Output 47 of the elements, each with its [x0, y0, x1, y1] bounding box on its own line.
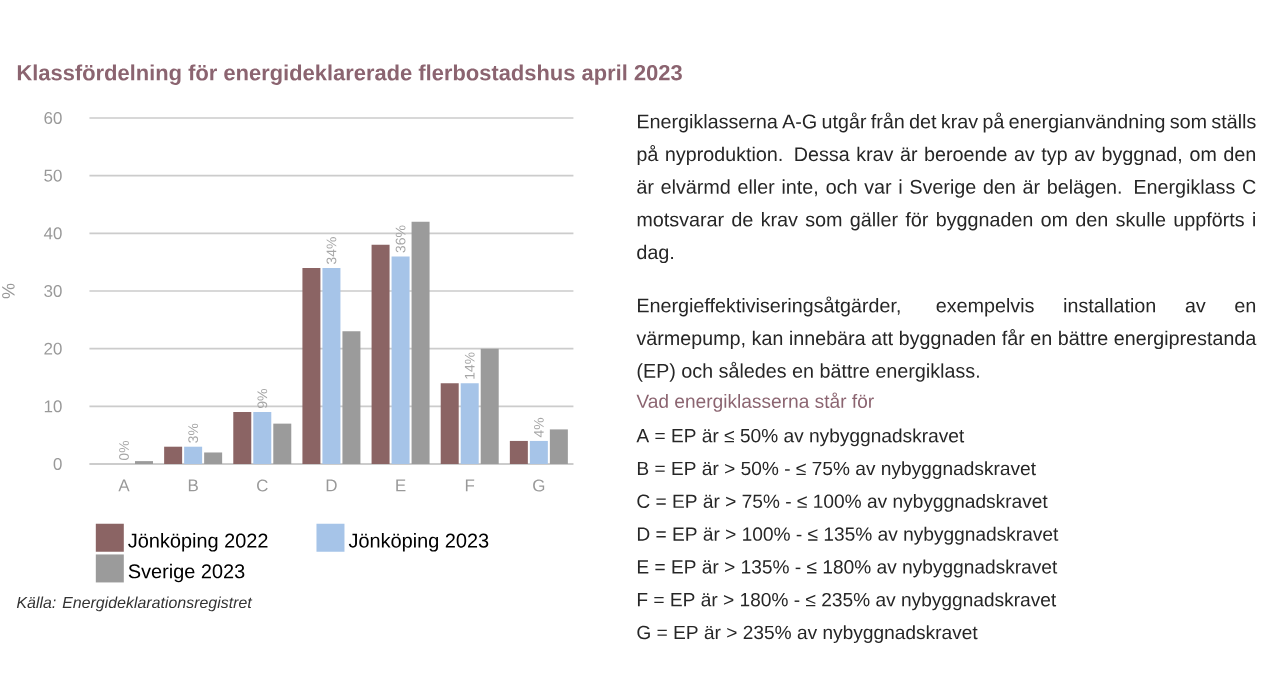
bar — [509, 440, 528, 464]
bar — [273, 423, 292, 464]
y-axis-title: % — [2, 283, 15, 299]
text: A = EP är ≤ 50% av nybyggnadskravet — [636, 428, 965, 447]
text: G = EP är > 235% av nybyggnadskravet — [637, 625, 978, 644]
x-tick-label: F — [465, 479, 475, 492]
bar — [253, 412, 272, 464]
text: D = EP är > 100% - ≤ 135% av nybyggnadskravet — [637, 526, 1059, 545]
bar — [549, 429, 568, 464]
bar — [529, 440, 548, 464]
bar — [440, 383, 459, 464]
legend-label: Sverige 2023 — [128, 563, 245, 583]
bar — [322, 267, 341, 464]
legend-label: Jönköping 2022 — [128, 533, 268, 552]
bar — [371, 244, 390, 464]
text: Vad energiklasserna står för — [636, 392, 874, 412]
x-tick-label: E — [396, 479, 406, 492]
text: B = EP är > 50% - ≤ 75% av nybyggnadskravet — [637, 461, 1036, 480]
y-tick-label: 10 — [44, 400, 62, 413]
y-tick-label: 20 — [44, 342, 62, 355]
legend-label: Jönköping 2023 — [348, 533, 489, 552]
bar — [480, 348, 499, 464]
bar — [233, 412, 252, 464]
y-tick-label: 0 — [53, 458, 62, 470]
text: Energiklasserna A-G utgår från det krav på energianvändning som ställs på nyproduktion. Dessa krav är beroende av typ av byggnad, om den är elvärmd eller inte, och var i Sverige den är belägen. Energiklass C motsvarar de krav som gäller för byggnaden om den skulle uppförts i dag. — [637, 112, 1256, 264]
bar — [204, 452, 223, 464]
x-tick-label: C — [257, 479, 268, 492]
text: C = EP är > 75% - ≤ 100% av nybyggnadskravet — [637, 494, 1048, 512]
bar — [460, 383, 479, 464]
y-tick-label: 40 — [43, 227, 62, 240]
bar — [302, 267, 321, 464]
x-tick-label: G — [533, 479, 545, 492]
text: F = EP är > 180% - ≤ 235% av nybyggnadskravet — [637, 592, 1057, 611]
chart-title: Klassfördelning för energideklarerade flerbostadshus april 2023 — [17, 64, 682, 85]
text: E = EP är > 135% - ≤ 180% av nybyggnadskravet — [637, 559, 1058, 578]
bar — [342, 331, 361, 464]
bar — [184, 446, 203, 464]
x-tick-label: A — [118, 479, 130, 492]
text: Energieffektiviseringsåtgärder, exempelvis installation av en värmepump, kan innebära att byggnaden får en bättre energiprestanda (EP) och således en bättre energiklass. — [636, 296, 1257, 382]
y-tick-label: 30 — [44, 285, 62, 297]
bar — [411, 221, 430, 464]
x-tick-label: D — [326, 479, 337, 492]
bar — [164, 446, 183, 464]
x-tick-label: B — [188, 479, 198, 492]
bar — [391, 256, 410, 464]
y-tick-label: 50 — [44, 169, 62, 182]
y-tick-label: 60 — [44, 112, 62, 124]
